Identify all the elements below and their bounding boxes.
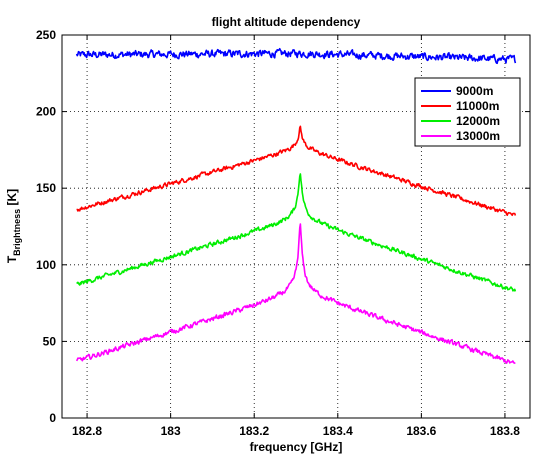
y-axis-label-main: T xyxy=(5,255,19,263)
x-tick-label: 183 xyxy=(161,424,181,438)
series-line-11000m xyxy=(76,125,517,217)
x-tick-label: 183.8 xyxy=(490,424,520,438)
y-tick-label: 150 xyxy=(36,181,56,195)
y-tick-label: 100 xyxy=(36,258,56,272)
x-tick-labels: 182.8 183 183.2 183.4 183.6 183.8 xyxy=(72,424,520,438)
y-tick-label: 0 xyxy=(49,411,56,425)
legend-label-9000m: 9000m xyxy=(456,84,493,98)
x-tick-label: 183.4 xyxy=(323,424,353,438)
ticks xyxy=(62,34,530,419)
chart-title: flight altitude dependency xyxy=(212,15,361,29)
x-tick-label: 183.6 xyxy=(406,424,436,438)
plot-frame xyxy=(61,34,531,419)
y-axis-label-subscript: Brightness xyxy=(12,209,22,256)
legend-label-12000m: 12000m xyxy=(456,114,500,128)
y-tick-labels: 0 50 100 150 200 250 xyxy=(36,28,56,425)
x-axis-label: frequency [GHz] xyxy=(250,440,343,454)
y-tick-label: 50 xyxy=(43,334,57,348)
series-line-12000m xyxy=(76,173,517,292)
legend-label-13000m: 13000m xyxy=(456,129,500,143)
legend-label-11000m: 11000m xyxy=(456,99,499,113)
y-axis-label-unit: [K] xyxy=(5,189,19,209)
x-tick-label: 182.8 xyxy=(72,424,102,438)
plot-lines xyxy=(75,47,517,364)
legend-box xyxy=(414,77,521,147)
series-line-13000m xyxy=(75,223,516,364)
y-tick-label: 250 xyxy=(36,28,56,42)
y-axis-label: TBrightness [K] xyxy=(5,189,22,263)
series-line-9000m xyxy=(75,47,517,65)
y-tick-label: 200 xyxy=(36,105,56,119)
x-tick-label: 183.2 xyxy=(239,424,269,438)
